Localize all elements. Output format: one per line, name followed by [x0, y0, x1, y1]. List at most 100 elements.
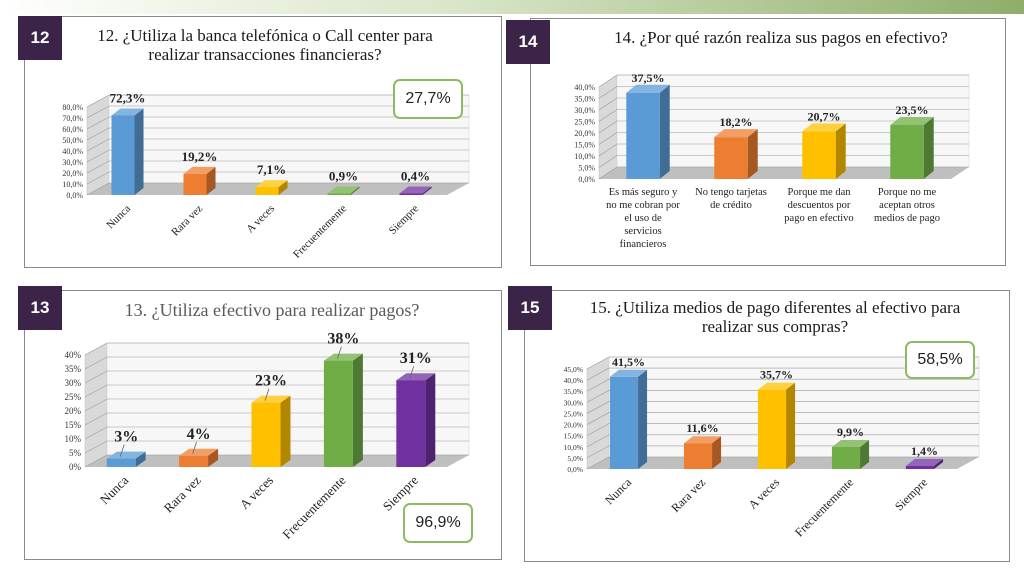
value-label: 11,6% — [686, 421, 718, 435]
y-tick-label: 35,0% — [574, 95, 595, 104]
gridline — [86, 127, 469, 141]
y-tick-label: 10,0% — [564, 443, 583, 452]
chart-panel-12: 12. ¿Utiliza la banca telefónica o Call … — [24, 16, 502, 268]
y-tick-label: 40,0% — [564, 376, 583, 385]
callout-13: 96,9% — [403, 503, 473, 543]
chart-panel-14: 14. ¿Por qué razón realiza sus pagos en … — [530, 18, 1006, 266]
y-tick-label: 25% — [65, 392, 82, 402]
gridline — [586, 356, 979, 370]
x-tick-label: Siempre — [387, 203, 421, 237]
gridline — [86, 94, 469, 108]
bar-1 — [111, 108, 144, 195]
gridline — [86, 149, 469, 163]
bar-4 — [323, 346, 363, 467]
bar-2 — [179, 441, 219, 467]
bar-5 — [396, 366, 436, 467]
gridline — [598, 166, 969, 180]
value-label: 1,4% — [911, 444, 938, 458]
y-tick-label: 40,0% — [62, 147, 83, 156]
x-tick-label: Nunca — [97, 472, 132, 507]
gridline — [586, 378, 979, 392]
y-tick-label: 10% — [65, 434, 82, 444]
chart-panel-15: 15. ¿Utiliza medios de pago diferentes a… — [524, 290, 1010, 562]
value-label: 23,5% — [896, 103, 929, 117]
bar-4 — [831, 440, 870, 469]
bar-chart-13: 0% 5% 10% 15% 20% 25% 30% 35% 40% 3% Nunca 4% Rara v… — [65, 331, 470, 542]
y-tick-label: 35% — [65, 364, 82, 374]
gridline — [598, 74, 969, 88]
bar-5 — [399, 186, 432, 195]
gridline — [84, 342, 469, 356]
y-tick-label: 10,0% — [62, 180, 83, 189]
y-tick-label: 5% — [69, 448, 82, 458]
y-tick-label: 0,0% — [578, 175, 595, 184]
gridline — [86, 182, 469, 196]
value-label: 3% — [114, 429, 138, 446]
question-number-12: 12 — [18, 16, 62, 60]
y-tick-label: 20,0% — [62, 169, 83, 178]
bar-chart-15: 0,0% 5,0% 10,0% 15,0% 20,0% 25,0% 30,0% 35,0% 40… — [564, 355, 980, 539]
chart-title-12: 12. ¿Utiliza la banca telefónica o Call … — [97, 26, 433, 64]
gridline — [86, 138, 469, 152]
x-tick-label: Frecuentemente — [792, 475, 856, 539]
gridline — [586, 412, 979, 425]
bar-1 — [106, 444, 146, 467]
x-tick-label: Rara vez — [668, 475, 708, 515]
bar-2 — [714, 129, 758, 179]
bar-4 — [327, 186, 360, 195]
x-tick-label: A veces — [244, 203, 277, 236]
floor — [599, 167, 969, 179]
gridline — [598, 97, 969, 111]
value-label: 72,3% — [110, 90, 146, 105]
bar-1 — [609, 369, 648, 469]
x-tick-label: Frecuentemente — [291, 203, 349, 261]
callout-12: 27,7% — [393, 79, 463, 119]
value-label: 38% — [327, 331, 359, 348]
y-tick-label: 0% — [69, 462, 82, 472]
y-tick-label: 80,0% — [62, 103, 83, 112]
gridline — [598, 120, 969, 134]
x-tick-label: Nunca — [104, 203, 133, 232]
y-tick-label: 30% — [65, 378, 82, 388]
value-label: 41,5% — [612, 355, 645, 369]
bar-1 — [626, 84, 670, 179]
gridline — [598, 155, 969, 168]
value-label: 7,1% — [257, 162, 286, 177]
y-tick-label: 5,0% — [567, 454, 583, 463]
y-tick-label: 0,0% — [66, 191, 83, 200]
value-label: 4% — [187, 426, 211, 443]
y-tick-label: 30,0% — [574, 106, 595, 115]
y-tick-label: 70,0% — [62, 114, 83, 123]
value-label: 0,4% — [401, 169, 430, 184]
value-label: 0,9% — [329, 169, 358, 184]
gridline — [86, 105, 469, 119]
question-number-15: 15 — [508, 286, 552, 330]
y-tick-label: 45,0% — [564, 365, 583, 374]
gridline — [86, 160, 469, 174]
gridline — [86, 116, 469, 130]
y-tick-label: 25,0% — [564, 409, 583, 418]
chart-title-14: 14. ¿Por qué razón realiza sus pagos en … — [614, 28, 948, 47]
gridline — [586, 423, 979, 436]
y-tick-label: 15,0% — [564, 432, 583, 441]
y-tick-label: 60,0% — [62, 125, 83, 134]
bar-2 — [683, 436, 722, 469]
bar-chart-14: 0,0% 5,0% 10,0% 15,0% 20,0% 25,0% 30,0% 35,0% 40… — [574, 71, 970, 250]
chart-title-15: 15. ¿Utiliza medios de pago diferentes a… — [589, 298, 961, 336]
y-tick-label: 15,0% — [574, 141, 595, 150]
question-number-13: 13 — [18, 286, 62, 330]
bar-4 — [890, 116, 934, 179]
y-tick-label: 0,0% — [567, 465, 583, 474]
value-label: 23% — [255, 373, 287, 390]
value-label: 35,7% — [760, 368, 793, 382]
gridline — [586, 367, 979, 381]
y-tick-label: 20,0% — [574, 129, 595, 138]
gridline — [86, 171, 469, 185]
gridline — [598, 132, 969, 145]
bar-3 — [255, 180, 288, 195]
gridline — [586, 390, 979, 403]
gridline — [598, 143, 969, 157]
value-label: 19,2% — [182, 149, 218, 164]
y-tick-label: 25,0% — [574, 118, 595, 127]
question-number-14: 14 — [506, 20, 550, 64]
